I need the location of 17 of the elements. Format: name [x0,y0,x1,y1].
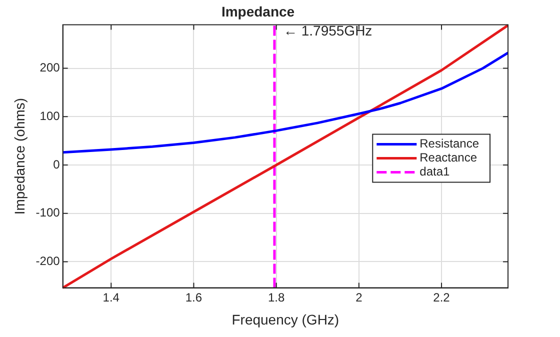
y-tick-label: -100 [36,206,60,220]
legend-label: data1 [420,164,450,179]
chart-title: Impedance [221,3,295,20]
x-axis-title: Frequency (GHz) [232,311,340,328]
x-tick-label: 1.4 [102,290,120,304]
x-tick-label: 1.8 [268,290,285,304]
y-tick-label: 200 [40,60,60,75]
y-tick-label: -200 [36,254,60,268]
y-tick-label: 100 [40,108,60,123]
legend-label: Reactance [420,150,478,165]
annotation: ← 1.7955GHz [283,22,372,38]
y-axis-title: Impedance (ohms) [11,98,28,215]
x-tick-label: 2 [356,290,363,304]
x-tick-label: 2.2 [433,290,450,304]
legend-label: Resistance [420,136,480,151]
y-tick-label: 0 [53,157,60,172]
x-tick-label: 1.6 [185,290,202,304]
